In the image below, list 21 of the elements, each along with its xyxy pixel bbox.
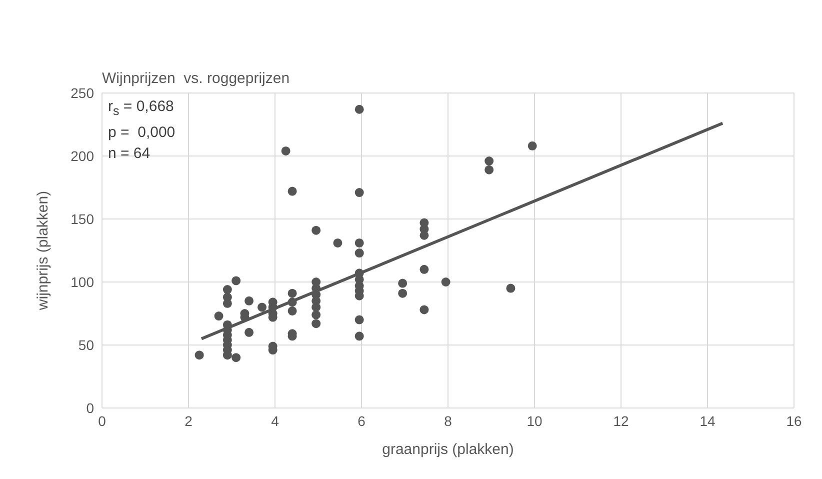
x-tick-label: 16 — [786, 412, 802, 429]
x-tick-label: 6 — [358, 412, 366, 429]
y-tick-label: 100 — [70, 274, 94, 290]
x-tick-label: 14 — [700, 412, 716, 429]
annotation: r$_{s}$ = 0,668 — [108, 97, 175, 120]
x-tick-label: 12 — [613, 412, 629, 429]
chart-title: Wijnprijzen vs. roggeprijzen — [102, 70, 290, 87]
annotation: n = 64 — [108, 144, 152, 164]
y-axis-title: wijnprijs (plakken) — [34, 190, 52, 312]
annotation: p = 0,000 — [108, 123, 176, 143]
x-tick-label: 2 — [184, 412, 193, 429]
x-tick-label: 4 — [271, 412, 280, 429]
y-tick-label: 150 — [70, 210, 94, 227]
y-tick-label: 50 — [78, 336, 94, 353]
x-tick-label: 10 — [526, 412, 542, 429]
y-tick-label: 250 — [70, 84, 94, 101]
y-tick-label: 200 — [70, 148, 94, 164]
x-axis-title: graanprijs (plakken) — [382, 441, 514, 458]
x-tick-label: 8 — [444, 412, 452, 429]
x-tick-label: 0 — [98, 412, 106, 429]
y-tick-label: 0 — [86, 400, 94, 416]
